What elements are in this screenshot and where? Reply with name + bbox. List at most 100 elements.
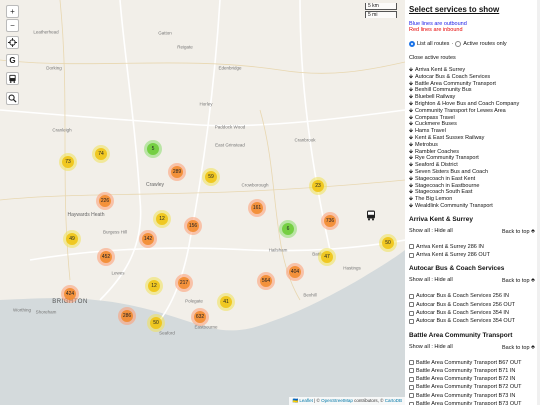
map-search-button[interactable]: [6, 92, 19, 105]
route-row[interactable]: Battle Area Community Transport B71 IN: [409, 367, 537, 375]
cluster-marker[interactable]: 50: [379, 234, 397, 252]
route-row[interactable]: Battle Area Community Transport B73 OUT: [409, 400, 537, 405]
route-checkbox[interactable]: [409, 385, 414, 391]
list-all-radio[interactable]: [409, 41, 415, 47]
route-checkbox[interactable]: [409, 360, 414, 366]
cluster-marker[interactable]: 6: [279, 220, 297, 238]
route-checkbox[interactable]: [409, 293, 414, 299]
route-checkbox[interactable]: [409, 252, 414, 258]
cluster-marker[interactable]: 23: [309, 177, 327, 195]
operator-jump-link[interactable]: 🡻 Arriva Kent & Surrey: [409, 67, 537, 74]
panel-scrollbar[interactable]: [537, 0, 540, 405]
back-to-top-link[interactable]: Back to top 🡹: [502, 277, 535, 286]
route-row[interactable]: Battle Area Community Transport B67 OUT: [409, 359, 537, 367]
operator-jump-link[interactable]: 🡻 Rye Community Transport: [409, 155, 537, 162]
cluster-marker[interactable]: 73: [59, 153, 77, 171]
cluster-count: 564: [260, 275, 272, 287]
operator-jump-link[interactable]: 🡻 The Big Lemon: [409, 196, 537, 203]
leaflet-link[interactable]: Leaflet: [299, 398, 313, 403]
cluster-marker[interactable]: 142: [139, 230, 157, 248]
route-checkbox[interactable]: [409, 393, 414, 399]
route-checkbox[interactable]: [409, 401, 414, 405]
operator-jump-link[interactable]: 🡻 Bexhill Community Bus: [409, 87, 537, 94]
cluster-marker[interactable]: 404: [286, 263, 304, 281]
arrow-down-icon: 🡻: [409, 128, 413, 135]
operator-jump-link[interactable]: 🡻 Metrobus: [409, 142, 537, 149]
cluster-marker[interactable]: 289: [168, 163, 186, 181]
cluster-marker[interactable]: 217: [175, 274, 193, 292]
hide-all-link[interactable]: Hide all: [434, 227, 453, 234]
cluster-marker[interactable]: 59: [202, 168, 220, 186]
locate-button[interactable]: [6, 36, 19, 49]
osm-link[interactable]: OpenStreetMap: [321, 398, 353, 403]
operator-jump-link[interactable]: 🡻 Stagecoach in East Kent: [409, 176, 537, 183]
cluster-marker[interactable]: 564: [257, 272, 275, 290]
route-checkbox[interactable]: [409, 244, 414, 250]
route-checkbox[interactable]: [409, 368, 414, 374]
zoom-in-button[interactable]: +: [6, 5, 19, 18]
route-row[interactable]: Battle Area Community Transport B72 OUT: [409, 383, 537, 391]
cluster-marker[interactable]: 226: [96, 192, 114, 210]
back-to-top-link[interactable]: Back to top 🡹: [502, 344, 535, 353]
operator-jump-link[interactable]: 🡻 Rambler Coaches: [409, 149, 537, 156]
cluster-marker[interactable]: 12: [153, 210, 171, 228]
cluster-marker[interactable]: 41: [217, 293, 235, 311]
cluster-count: 12: [156, 213, 168, 225]
active-only-radio[interactable]: [455, 41, 462, 47]
route-row[interactable]: Arriva Kent & Surrey 286 OUT: [409, 251, 537, 259]
map-area[interactable]: Leatherhead Gatton Reigate Dorking Cranleigh…: [0, 0, 405, 405]
close-active-routes-link[interactable]: Close active routes: [409, 55, 456, 61]
operator-name: Bluebell Railway: [414, 94, 456, 101]
route-checkbox[interactable]: [409, 376, 414, 382]
hide-all-link[interactable]: Hide all: [434, 343, 453, 350]
route-checkbox[interactable]: [409, 310, 414, 316]
route-checkbox[interactable]: [409, 302, 414, 308]
google-button[interactable]: G: [6, 54, 19, 67]
route-row[interactable]: Autocar Bus & Coach Services 354 IN: [409, 309, 537, 317]
cluster-marker[interactable]: 286: [118, 307, 136, 325]
operator-jump-link[interactable]: 🡻 Compass Travel: [409, 115, 537, 122]
bus-marker-icon[interactable]: [366, 210, 376, 221]
carto-link[interactable]: CartoDB: [384, 398, 402, 403]
route-row[interactable]: Autocar Bus & Coach Services 354 OUT: [409, 317, 537, 325]
operator-jump-link[interactable]: 🡻 Bluebell Railway: [409, 94, 537, 101]
back-to-top-link[interactable]: Back to top 🡹: [502, 228, 535, 237]
operator-jump-link[interactable]: 🡻 Seven Sisters Bus and Coach: [409, 169, 537, 176]
route-checkbox[interactable]: [409, 318, 414, 324]
operator-jump-link[interactable]: 🡻 Stagecoach South East: [409, 189, 537, 196]
cluster-marker[interactable]: 49: [63, 230, 81, 248]
show-all-link[interactable]: Show all: [409, 343, 430, 350]
operator-jump-link[interactable]: 🡻 Brighton & Hove Bus and Coach Company: [409, 101, 537, 108]
cluster-marker[interactable]: 156: [184, 217, 202, 235]
operator-jump-link[interactable]: 🡻 Wealdlink Community Transport: [409, 203, 537, 210]
bus-stops-button[interactable]: [6, 72, 19, 85]
cluster-marker[interactable]: 424: [61, 285, 79, 303]
route-row[interactable]: Autocar Bus & Coach Services 256 IN: [409, 292, 537, 300]
cluster-marker[interactable]: 74: [92, 145, 110, 163]
operator-jump-link[interactable]: 🡻 Community Transport for Lewes Area: [409, 108, 537, 115]
show-all-link[interactable]: Show all: [409, 277, 430, 284]
route-row[interactable]: Autocar Bus & Coach Services 256 OUT: [409, 301, 537, 309]
cluster-marker[interactable]: 736: [321, 212, 339, 230]
cluster-marker[interactable]: 12: [145, 277, 163, 295]
cluster-marker[interactable]: 632: [191, 308, 209, 326]
cluster-marker[interactable]: 5: [144, 140, 162, 158]
operator-jump-link[interactable]: 🡻 Cuckmere Buses: [409, 121, 537, 128]
route-row[interactable]: Battle Area Community Transport B73 IN: [409, 392, 537, 400]
operator-jump-link[interactable]: 🡻 Stagecoach in Eastbourne: [409, 183, 537, 190]
place-label: East Grinstead: [215, 142, 245, 148]
operator-jump-link[interactable]: 🡻 Autocar Bus & Coach Services: [409, 74, 537, 81]
route-row[interactable]: Arriva Kent & Surrey 286 IN: [409, 243, 537, 251]
operator-jump-link[interactable]: 🡻 Kent & East Sussex Railway: [409, 135, 537, 142]
cluster-marker[interactable]: 452: [97, 248, 115, 266]
operator-jump-link[interactable]: 🡻 Battle Area Community Transport: [409, 81, 537, 88]
show-all-link[interactable]: Show all: [409, 227, 430, 234]
zoom-out-button[interactable]: −: [6, 19, 19, 32]
operator-jump-link[interactable]: 🡻 Hams Travel: [409, 128, 537, 135]
hide-all-link[interactable]: Hide all: [434, 277, 453, 284]
route-row[interactable]: Battle Area Community Transport B72 IN: [409, 375, 537, 383]
cluster-marker[interactable]: 50: [147, 314, 165, 332]
cluster-marker[interactable]: 161: [248, 199, 266, 217]
operator-jump-link[interactable]: 🡻 Seaford & District: [409, 162, 537, 169]
cluster-marker[interactable]: 47: [318, 248, 336, 266]
